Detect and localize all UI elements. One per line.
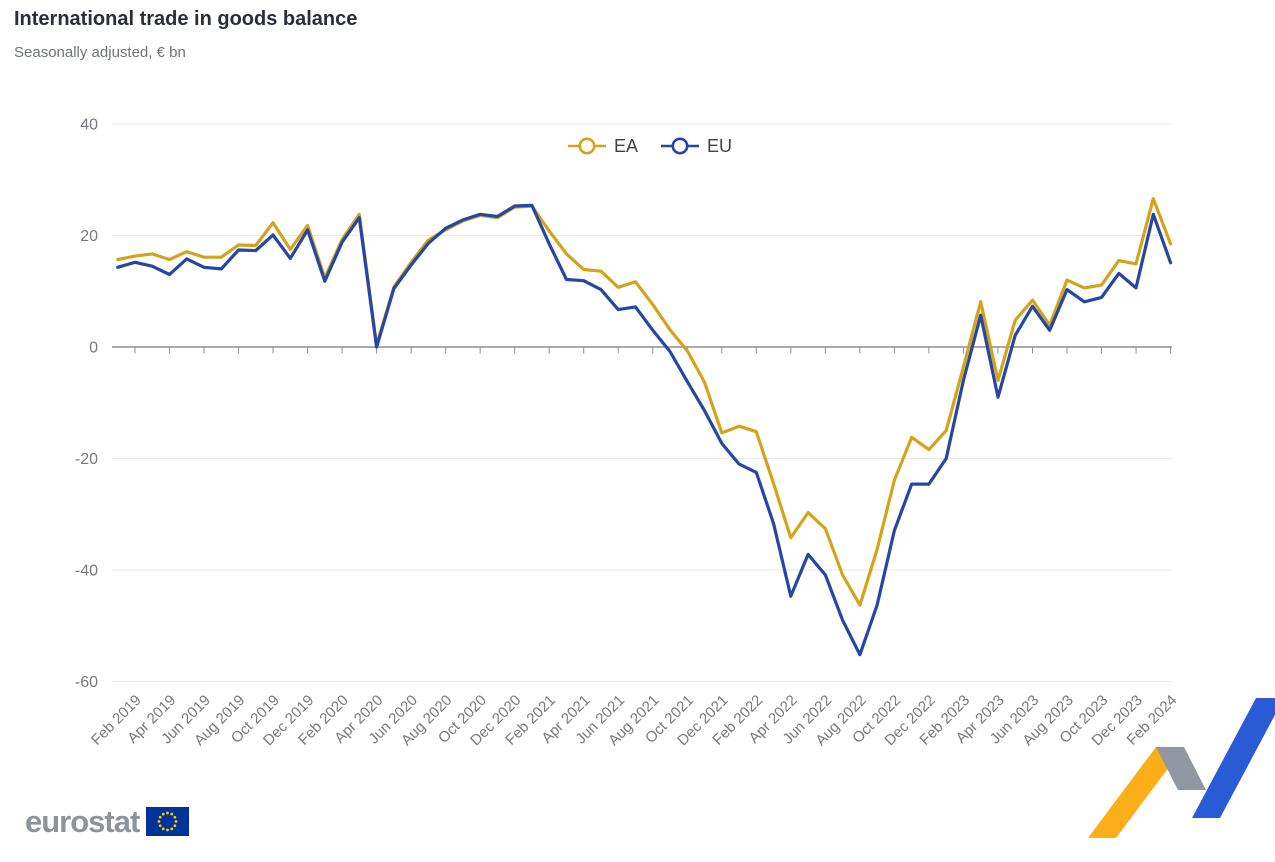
y-axis-label: -20 xyxy=(75,451,98,468)
eu-flag-icon xyxy=(146,807,190,836)
y-axis-labels: 40 20 0 -20 -40 -60 xyxy=(75,117,98,692)
y-axis-label: -40 xyxy=(75,563,98,580)
y-axis-label: 20 xyxy=(80,228,98,245)
gridlines xyxy=(112,123,1172,682)
y-axis-label: -60 xyxy=(75,674,98,691)
legend-item-ea[interactable]: EA xyxy=(568,136,638,156)
legend-label: EU xyxy=(707,136,732,156)
series-line-ea xyxy=(116,197,1173,607)
eurostat-ribbon-decoration xyxy=(1088,698,1275,838)
page-subtitle: Seasonally adjusted, € bn xyxy=(14,44,186,61)
y-axis-label: 40 xyxy=(80,117,98,134)
eurostat-logo-text: eurostat xyxy=(25,804,140,839)
x-axis xyxy=(112,346,1172,354)
eurostat-logo: eurostat xyxy=(25,804,190,839)
legend-item-eu[interactable]: EU xyxy=(661,136,732,156)
series-line-eu xyxy=(116,203,1173,657)
legend-marker-circle xyxy=(578,137,596,155)
legend-marker-circle xyxy=(671,137,689,155)
chart-legend: EA EU xyxy=(568,136,732,156)
page-title: International trade in goods balance xyxy=(14,8,358,30)
legend-label: EA xyxy=(614,136,638,156)
y-axis-label: 0 xyxy=(89,340,98,357)
